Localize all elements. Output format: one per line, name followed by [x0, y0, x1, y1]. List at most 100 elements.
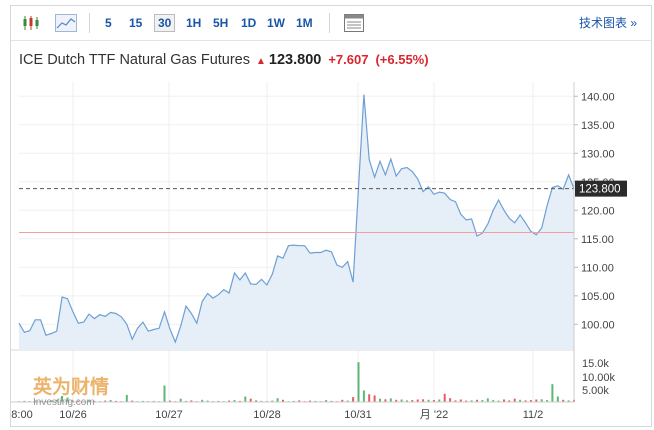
chart-widget: 5 15 30 1H 5H 1D 1W 1M 技术图表 » ICE Dutch …	[10, 5, 652, 427]
volume-bar	[109, 400, 112, 402]
volume-bar	[93, 400, 96, 402]
volume-bar	[255, 400, 258, 402]
price-area-fill	[19, 94, 574, 350]
volume-bar	[131, 400, 134, 402]
volume-tick-label: 15.0k	[582, 358, 609, 370]
time-tick-label: 10/26	[59, 409, 87, 421]
time-tick-label: 10/27	[155, 409, 183, 421]
investing-watermark: 英为财情 Investing.com	[33, 375, 109, 408]
volume-bar	[513, 398, 516, 402]
volume-bar	[298, 400, 301, 402]
interval-1m[interactable]: 1M	[296, 16, 313, 30]
volume-bar	[104, 400, 107, 402]
volume-bar	[309, 400, 311, 402]
volume-bar	[503, 399, 505, 402]
volume-tick-label: 10.00k	[582, 372, 616, 384]
interval-30[interactable]: 30	[154, 14, 176, 32]
interval-1w[interactable]: 1W	[267, 16, 285, 30]
price-tick-label: 100.00	[581, 319, 615, 331]
volume-bar	[400, 399, 403, 402]
interval-5[interactable]: 5	[105, 16, 112, 30]
volume-bar	[476, 399, 478, 402]
volume-bar	[535, 399, 538, 402]
interval-15[interactable]: 15	[129, 16, 143, 30]
volume-bar	[141, 400, 144, 402]
current-price-box	[575, 180, 627, 197]
volume-bar	[443, 393, 446, 402]
price-change-percent: (+6.55%)	[375, 52, 429, 67]
volume-bar	[524, 400, 527, 402]
volume-bar	[341, 399, 344, 402]
chart-toolbar: 5 15 30 1H 5H 1D 1W 1M 技术图表 »	[11, 6, 651, 41]
volume-bar	[179, 398, 182, 402]
volume-bar	[228, 400, 231, 402]
watermark-sub: Investing.com	[33, 397, 95, 408]
volume-bar	[529, 400, 532, 402]
volume-bar	[249, 398, 252, 402]
watermark-brand: 英为财情	[33, 375, 109, 398]
volume-bar	[282, 399, 284, 402]
volume-bar	[395, 399, 398, 402]
volume-bar	[465, 400, 468, 402]
volume-bar	[406, 400, 408, 402]
area-chart-icon[interactable]	[55, 14, 77, 32]
volume-bar	[567, 400, 570, 402]
volume-bar	[540, 399, 543, 402]
technical-chart-link[interactable]: 技术图表 »	[578, 16, 637, 30]
interval-1h[interactable]: 1H	[186, 16, 202, 30]
volume-bar	[61, 396, 64, 402]
time-tick-label: 8:00	[11, 409, 32, 421]
volume-bar	[325, 400, 328, 402]
volume-bar	[470, 400, 473, 402]
volume-bar	[551, 384, 554, 402]
volume-bar	[459, 399, 462, 402]
volume-bar	[389, 398, 392, 402]
time-tick-label: 月 '22	[420, 409, 448, 421]
price-tick-label: 135.00	[581, 120, 615, 132]
volume-bar	[163, 385, 166, 402]
price-tick-label: 110.00	[581, 262, 614, 274]
interval-1d[interactable]: 1D	[241, 16, 257, 30]
candlestick-icon[interactable]	[21, 14, 41, 32]
price-change: +7.607	[328, 52, 369, 67]
volume-bar	[486, 398, 489, 402]
table-icon[interactable]	[344, 14, 364, 32]
volume-bar	[362, 390, 365, 402]
time-tick-label: 10/28	[253, 409, 281, 421]
volume-bar	[346, 400, 349, 402]
current-price-label: 123.800	[579, 184, 621, 196]
volume-bar	[357, 362, 360, 402]
volume-bar	[497, 400, 500, 402]
price-tick-label: 115.00	[581, 234, 614, 246]
volume-bar	[217, 400, 220, 402]
volume-bar	[115, 400, 117, 402]
volume-bar	[492, 400, 495, 402]
volume-bar	[125, 394, 128, 402]
volume-bar	[23, 400, 26, 402]
price-tick-label: 120.00	[581, 205, 615, 217]
volume-bar	[508, 400, 511, 402]
volume-bar	[519, 399, 522, 402]
time-tick-label: 10/31	[344, 409, 372, 421]
volume-bar	[379, 398, 381, 402]
volume-bar	[427, 399, 430, 402]
volume-bar	[481, 400, 484, 402]
volume-bar	[416, 399, 419, 402]
price-chart[interactable]: 140.00135.00130.00125.00120.00115.00110.…	[11, 82, 651, 426]
instrument-header: ICE Dutch TTF Natural Gas Futures ▲ 123.80…	[19, 52, 429, 72]
volume-bar	[190, 400, 193, 402]
volume-bar	[244, 396, 247, 402]
volume-bar	[152, 400, 155, 402]
instrument-name: ICE Dutch TTF Natural Gas Futures	[19, 52, 250, 68]
price-tick-label: 130.00	[581, 148, 615, 160]
volume-bar	[352, 397, 355, 402]
volume-bar	[233, 400, 236, 402]
volume-bar	[432, 400, 435, 402]
volume-bar	[454, 400, 457, 402]
volume-bar	[185, 400, 187, 402]
price-tick-label: 140.00	[581, 91, 615, 103]
volume-bar	[422, 399, 425, 402]
interval-5h[interactable]: 5H	[213, 16, 229, 30]
volume-bar	[562, 399, 565, 402]
volume-bar	[373, 395, 376, 402]
